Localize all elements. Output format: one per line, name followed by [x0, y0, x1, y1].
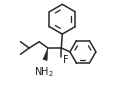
- Text: NH$_2$: NH$_2$: [34, 65, 54, 79]
- Polygon shape: [43, 48, 47, 60]
- Text: F: F: [63, 55, 68, 65]
